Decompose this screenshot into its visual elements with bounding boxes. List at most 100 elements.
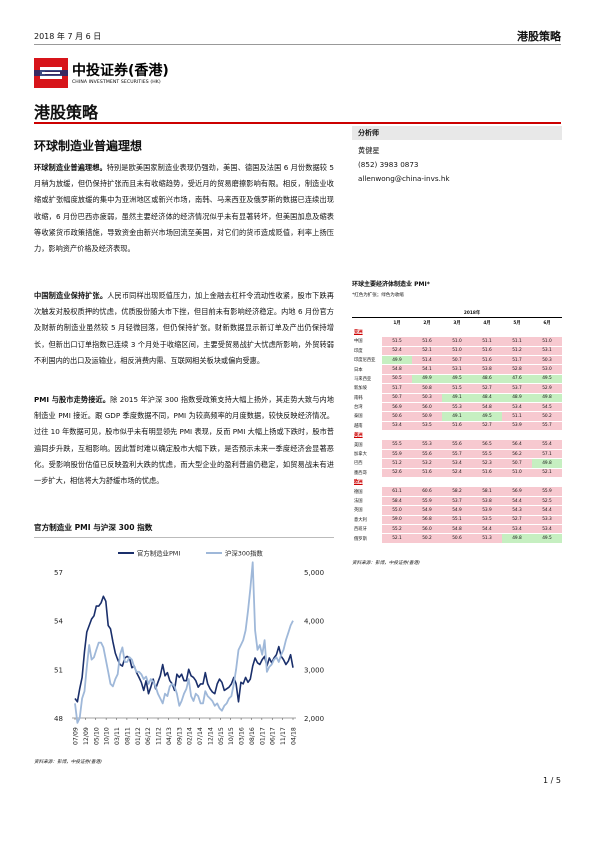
table-pmi-value: 49.8 (532, 392, 562, 403)
table-pmi-value: 52.1 (532, 467, 562, 478)
chart-source: 资料来源：彭博，中投证券(香港) (34, 760, 102, 765)
table-pmi-value: 49.8 (502, 533, 532, 543)
y-right-tick-label: 5,000 (304, 569, 324, 577)
x-tick-label: 01/12 (135, 727, 142, 745)
pmi-table-title: 环球主要经济体制造业 PMI* (352, 281, 430, 288)
table-pmi-value: 50.3 (412, 392, 442, 403)
table-row: 越南 53.4 53.5 51.6 52.7 53.9 55.7 (352, 420, 562, 431)
x-tick-label: 06/17 (270, 727, 277, 745)
table-pmi-value: 49.9 (412, 373, 442, 384)
table-pmi-value: 52.9 (532, 383, 562, 394)
table-row: 美国 55.5 55.3 55.6 56.5 56.4 55.4 (352, 439, 562, 450)
table-country-name: 加拿大 (352, 448, 382, 459)
table-cell-empty (382, 430, 412, 440)
table-pmi-value: 55.7 (442, 448, 472, 459)
section-divider (34, 122, 561, 124)
series-line-pmi (74, 595, 294, 703)
y-left-tick-label: 54 (54, 618, 63, 626)
table-pmi-value: 51.6 (472, 467, 502, 478)
paragraph-global-manufacturing: 环球制造业普遍理想。特别是欧美国家制造业表现仍强劲，美国、德国及法国 6 月份数… (34, 160, 334, 257)
table-pmi-value: 50.3 (532, 354, 562, 365)
table-pmi-value: 54.1 (412, 364, 442, 375)
table-cell-empty (382, 477, 412, 487)
table-pmi-value: 53.8 (472, 364, 502, 375)
header-divider (34, 44, 561, 45)
table-pmi-value: 58.2 (442, 486, 472, 497)
table-pmi-value: 53.9 (502, 420, 532, 431)
pmi-table: 2018年 1月 2月 3月 4月 5月 6月 亚洲 中国 51.5 51.6 51.0 51.1 51.… (352, 307, 562, 543)
table-pmi-value: 56.8 (412, 514, 442, 525)
table-pmi-value: 53.9 (472, 505, 502, 516)
table-pmi-value: 50.7 (442, 354, 472, 365)
report-date: 2018 年 7 月 6 日 (34, 32, 102, 41)
y-left-tick-label: 51 (54, 666, 63, 674)
table-pmi-value: 54.8 (442, 523, 472, 534)
table-pmi-value: 50.2 (532, 411, 562, 422)
table-row: 中国 51.5 51.6 51.0 51.1 51.1 51.0 (352, 336, 562, 347)
x-tick-label: 10/10 (104, 727, 111, 745)
table-pmi-value: 55.4 (532, 439, 562, 450)
table-cell-empty (472, 477, 502, 487)
analyst-email[interactable]: allenwong@china-invs.hk (358, 174, 450, 183)
table-pmi-value: 50.8 (412, 383, 442, 394)
table-pmi-value: 56.0 (412, 523, 442, 534)
analyst-phone: (852) 3983 0873 (358, 160, 419, 169)
table-row: 台湾 56.9 56.0 55.3 54.8 53.4 54.5 (352, 401, 562, 412)
table-country-name: 美国 (352, 439, 382, 450)
table-pmi-value: 55.9 (382, 448, 412, 459)
table-row: 加拿大 55.9 55.6 55.7 55.5 56.2 57.1 (352, 448, 562, 459)
paragraph-body: 人民币同样出现贬值压力，加上金融去杠杆令流动性收紧，股市下跌再次触发对股权质押的… (34, 291, 334, 365)
table-pmi-value: 51.6 (442, 420, 472, 431)
x-tick-label: 12/09 (83, 727, 90, 745)
table-pmi-value: 51.7 (382, 383, 412, 394)
table-pmi-value: 51.0 (502, 467, 532, 478)
table-month-header: 2月 (412, 317, 442, 328)
y-right-tick-label: 4,000 (304, 618, 324, 626)
table-pmi-value: 61.1 (382, 486, 412, 497)
table-pmi-value: 51.6 (472, 345, 502, 356)
table-country-name: 意大利 (352, 514, 382, 525)
table-row: 日本 54.8 54.1 53.1 53.8 52.8 53.0 (352, 364, 562, 375)
table-pmi-value: 50.6 (442, 533, 472, 543)
x-tick-label: 05/10 (93, 727, 100, 745)
table-country-name: 法国 (352, 495, 382, 506)
table-pmi-value: 54.9 (442, 505, 472, 516)
table-row: 印度 52.4 52.1 51.0 51.6 51.2 53.1 (352, 345, 562, 356)
table-pmi-value: 51.1 (502, 411, 532, 422)
table-pmi-value: 54.4 (472, 523, 502, 534)
table-cell-empty (502, 430, 532, 440)
table-pmi-value: 53.1 (532, 345, 562, 356)
table-pmi-value: 48.9 (502, 392, 532, 403)
table-group-label: 亚洲 (352, 326, 382, 337)
table-pmi-value: 51.7 (502, 354, 532, 365)
table-row: 泰国 50.6 50.9 49.1 49.5 51.1 50.2 (352, 411, 562, 422)
table-cell-empty (532, 430, 562, 440)
table-pmi-value: 51.0 (442, 336, 472, 347)
x-tick-label: 03/11 (114, 727, 121, 745)
table-header-blank (352, 317, 382, 328)
table-pmi-value: 52.4 (382, 345, 412, 356)
table-pmi-value: 56.9 (502, 486, 532, 497)
table-row: 南韩 50.7 50.3 49.1 48.4 48.9 49.8 (352, 392, 562, 403)
table-pmi-value: 54.8 (472, 401, 502, 412)
y-left-tick-label: 57 (54, 569, 63, 577)
table-row: 印度尼西亚 49.9 51.4 50.7 51.6 51.7 50.3 (352, 354, 562, 365)
x-tick-label: 05/15 (218, 727, 225, 745)
table-pmi-value: 55.0 (382, 505, 412, 516)
table-pmi-value: 52.7 (502, 514, 532, 525)
table-pmi-value: 54.9 (412, 505, 442, 516)
page-number: 1 / 5 (543, 776, 561, 785)
table-pmi-value: 59.0 (382, 514, 412, 525)
table-group-label: 美洲 (352, 430, 382, 440)
table-group-label: 欧洲 (352, 477, 382, 487)
table-pmi-value: 55.6 (442, 439, 472, 450)
paragraph-pmi-vs-stock: PMI 与股市走势接近。除 2015 年沪深 300 指数受政策支持大幅上扬外，… (34, 392, 334, 489)
table-cell-empty (412, 430, 442, 440)
table-pmi-value: 57.1 (532, 448, 562, 459)
paragraph-lead: 中国制造业保持扩张。 (34, 291, 108, 300)
table-pmi-value: 53.3 (532, 514, 562, 525)
table-pmi-value: 56.5 (472, 439, 502, 450)
table-country-name: 南韩 (352, 392, 382, 403)
table-pmi-value: 52.3 (472, 458, 502, 469)
